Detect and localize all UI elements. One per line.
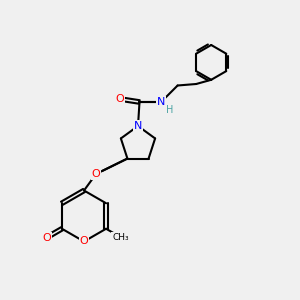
Text: O: O (116, 94, 124, 104)
Text: CH₃: CH₃ (112, 232, 129, 242)
Text: N: N (157, 97, 165, 107)
Text: O: O (92, 169, 100, 179)
Text: O: O (80, 236, 88, 247)
Text: O: O (42, 233, 51, 243)
Text: H: H (167, 105, 174, 116)
Text: N: N (134, 121, 142, 131)
